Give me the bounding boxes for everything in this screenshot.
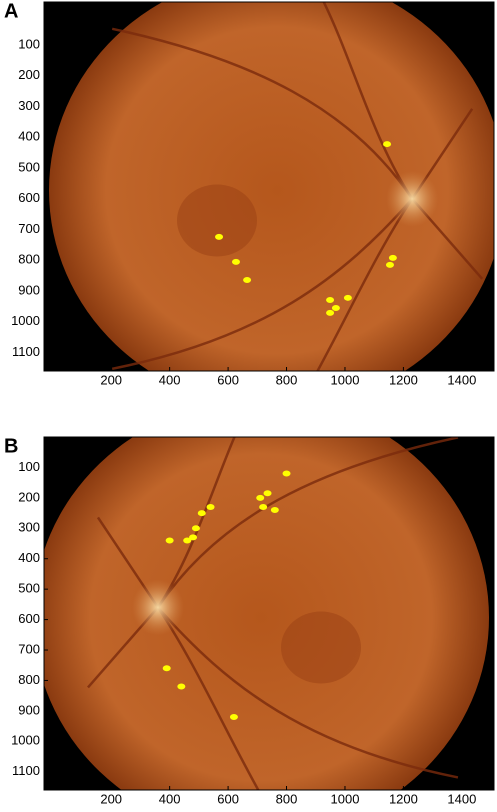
x-tick-label: 800 xyxy=(276,372,298,387)
lesion xyxy=(229,713,238,720)
lesion xyxy=(385,261,394,268)
y-tick-label: 300 xyxy=(18,520,40,535)
lesion xyxy=(243,276,252,283)
y-tick-label: 400 xyxy=(18,129,40,144)
y-tick-label: 600 xyxy=(18,190,40,205)
lesion xyxy=(191,525,200,532)
x-tick-label: 200 xyxy=(100,791,122,806)
lesion xyxy=(177,683,186,690)
y-tick-label: 1100 xyxy=(12,344,40,359)
y-tick-label: 700 xyxy=(18,641,40,656)
y-tick-label: 200 xyxy=(18,489,40,504)
panel-label: A xyxy=(4,0,18,22)
x-tick-label: 400 xyxy=(159,372,181,387)
lesion xyxy=(326,296,335,303)
y-tick-label: 800 xyxy=(18,252,40,267)
lesion xyxy=(263,490,272,497)
macula xyxy=(177,184,257,257)
axes-frame xyxy=(43,1,495,372)
x-tick-label: 1200 xyxy=(389,791,418,806)
x-tick-label: 1400 xyxy=(447,791,476,806)
y-tick-label: 200 xyxy=(18,67,40,82)
y-tick-label: 300 xyxy=(18,98,40,113)
lesion xyxy=(215,233,224,240)
x-tick-label: 200 xyxy=(100,372,122,387)
vessel xyxy=(111,27,414,200)
y-tick-label: 1000 xyxy=(11,733,40,748)
lesion xyxy=(189,534,198,541)
macula xyxy=(281,611,361,684)
y-tick-label: 100 xyxy=(18,36,40,51)
y-tick-label: 400 xyxy=(18,550,40,565)
y-tick-label: 1000 xyxy=(11,313,40,328)
lesion xyxy=(326,309,335,316)
x-tick-label: 1000 xyxy=(331,372,360,387)
optic-disc xyxy=(386,170,439,227)
lesion xyxy=(162,665,171,672)
lesion xyxy=(343,294,352,301)
lesion xyxy=(282,470,291,477)
x-tick-label: 400 xyxy=(159,791,181,806)
optic-disc xyxy=(131,579,184,636)
y-tick-label: 1100 xyxy=(12,763,40,778)
x-tick-label: 1200 xyxy=(389,372,418,387)
y-tick-label: 500 xyxy=(18,159,40,174)
panel: 200 400 600 800 1000 1200 1400 100 200 300 400 500 6… xyxy=(4,435,495,806)
y-tick-label: 900 xyxy=(18,282,40,297)
lesion xyxy=(259,503,268,510)
lesion xyxy=(231,258,240,265)
lesion xyxy=(383,141,392,148)
y-tick-label: 700 xyxy=(18,221,40,236)
vessel xyxy=(156,437,459,609)
lesion xyxy=(183,537,192,544)
panel: 200 400 600 800 1000 1200 1400 100 200 300 400 500 6… xyxy=(4,0,495,387)
retina xyxy=(49,2,494,371)
fundus-image xyxy=(44,2,494,371)
y-tick-label: 600 xyxy=(18,611,40,626)
y-tick-label: 900 xyxy=(18,702,40,717)
lesion xyxy=(256,494,265,501)
x-tick-label: 600 xyxy=(217,372,239,387)
lesion xyxy=(165,537,174,544)
axes-frame xyxy=(43,436,495,791)
lesion xyxy=(388,254,397,261)
x-tick-label: 600 xyxy=(217,791,239,806)
lesion xyxy=(331,304,340,311)
vessel xyxy=(111,197,414,371)
lesion xyxy=(197,510,206,517)
lesion xyxy=(206,503,215,510)
y-tick-label: 800 xyxy=(18,672,40,687)
fundus-image xyxy=(44,437,494,790)
vessel xyxy=(157,606,459,779)
retina xyxy=(44,437,489,790)
lesion xyxy=(270,507,279,514)
x-tick-label: 1000 xyxy=(331,791,360,806)
y-tick-label: 100 xyxy=(18,459,40,474)
x-tick-label: 800 xyxy=(276,791,298,806)
y-tick-label: 500 xyxy=(18,581,40,596)
x-tick-label: 1400 xyxy=(447,372,476,387)
panel-label: B xyxy=(4,435,18,457)
